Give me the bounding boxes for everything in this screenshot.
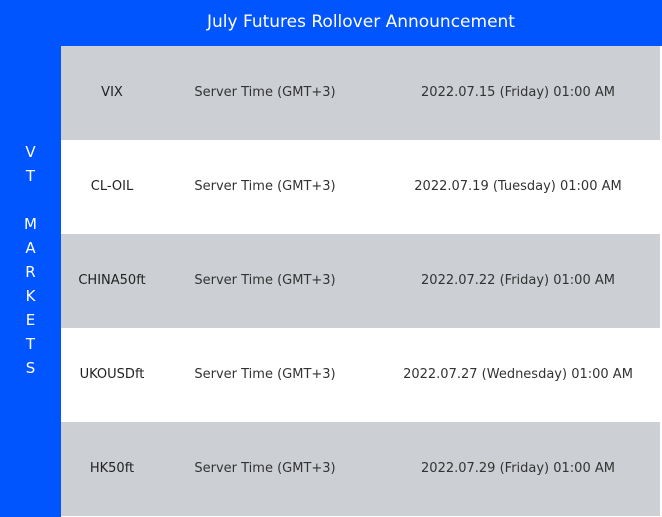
datetime-cell: 2022.07.22 (Friday) 01:00 AM bbox=[421, 273, 615, 288]
page-title: July Futures Rollover Announcement bbox=[207, 12, 515, 32]
brand-vertical-text: V T M A R K E T S bbox=[0, 140, 61, 380]
brand-letter: T bbox=[25, 167, 36, 185]
symbol-cell: CHINA50ft bbox=[78, 273, 146, 288]
brand-letter: K bbox=[25, 287, 36, 305]
brand-letter: A bbox=[25, 239, 36, 257]
datetime-cell: 2022.07.15 (Friday) 01:00 AM bbox=[421, 85, 615, 100]
timezone-cell: Server Time (GMT+3) bbox=[194, 179, 336, 194]
datetime-cell: 2022.07.27 (Wednesday) 01:00 AM bbox=[403, 367, 633, 382]
symbol-cell: HK50ft bbox=[89, 461, 135, 476]
brand-sidebar: V T M A R K E T S bbox=[0, 46, 61, 517]
table-row: UKOUSDft Server Time (GMT+3) 2022.07.27 … bbox=[61, 328, 660, 422]
brand-letter: M bbox=[24, 215, 37, 233]
table-row: CHINA50ft Server Time (GMT+3) 2022.07.22… bbox=[61, 234, 660, 328]
symbol-cell: CL-OIL bbox=[90, 179, 134, 194]
timezone-cell: Server Time (GMT+3) bbox=[194, 461, 336, 476]
brand-letter: E bbox=[25, 311, 36, 329]
rollover-table: VIX Server Time (GMT+3) 2022.07.15 (Frid… bbox=[61, 46, 660, 516]
page-header: July Futures Rollover Announcement bbox=[0, 0, 662, 46]
brand-letter: R bbox=[25, 263, 36, 281]
table-row: CL-OIL Server Time (GMT+3) 2022.07.19 (T… bbox=[61, 140, 660, 234]
symbol-cell: UKOUSDft bbox=[79, 367, 145, 382]
timezone-cell: Server Time (GMT+3) bbox=[194, 85, 336, 100]
symbol-cell: VIX bbox=[101, 85, 123, 100]
brand-letter: T bbox=[25, 335, 36, 353]
timezone-cell: Server Time (GMT+3) bbox=[194, 273, 336, 288]
table-row: VIX Server Time (GMT+3) 2022.07.15 (Frid… bbox=[61, 46, 660, 140]
datetime-cell: 2022.07.29 (Friday) 01:00 AM bbox=[421, 461, 615, 476]
table-row: HK50ft Server Time (GMT+3) 2022.07.29 (F… bbox=[61, 422, 660, 516]
brand-letter: V bbox=[25, 143, 36, 161]
datetime-cell: 2022.07.19 (Tuesday) 01:00 AM bbox=[414, 179, 622, 194]
brand-letter: S bbox=[25, 359, 36, 377]
timezone-cell: Server Time (GMT+3) bbox=[194, 367, 336, 382]
brand-letter bbox=[0, 188, 61, 212]
